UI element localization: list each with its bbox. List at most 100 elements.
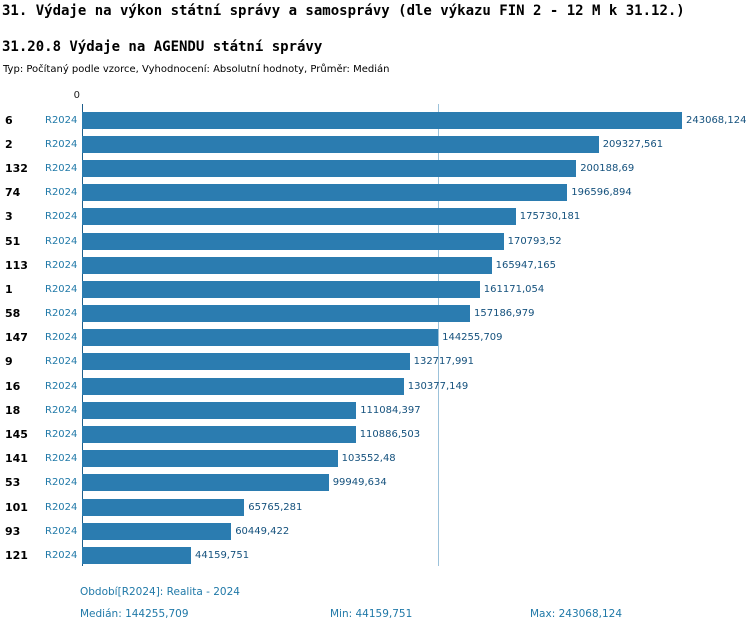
bar[interactable] xyxy=(82,159,577,177)
bar[interactable] xyxy=(82,232,504,250)
period-label: R2024 xyxy=(45,114,78,126)
period-label: R2024 xyxy=(45,549,78,561)
category-label: 121 xyxy=(5,548,28,562)
bar[interactable] xyxy=(82,329,439,347)
bar[interactable] xyxy=(82,135,599,153)
value-label: 157186,979 xyxy=(474,308,535,320)
bar[interactable] xyxy=(82,450,338,468)
bar-area: 144255,709 xyxy=(82,326,750,350)
period-label: R2024 xyxy=(45,380,78,392)
bar[interactable] xyxy=(82,426,356,444)
footer-period: Období[R2024]: Realita - 2024 xyxy=(80,586,240,598)
category-label: 6 xyxy=(5,113,13,127)
category-label: 132 xyxy=(5,161,28,175)
period-label: R2024 xyxy=(45,332,78,344)
bar[interactable] xyxy=(82,208,516,226)
bar-area: 175730,181 xyxy=(82,205,750,229)
section-title: 31.20.8 Výdaje na AGENDU státní správy xyxy=(2,39,323,55)
value-label: 99949,634 xyxy=(332,477,387,489)
bar[interactable] xyxy=(82,474,329,492)
category-label: 51 xyxy=(5,234,21,248)
category-label: 3 xyxy=(5,210,13,224)
bar-area: 165947,165 xyxy=(82,253,750,277)
value-label: 175730,181 xyxy=(519,211,581,223)
bar-area: 130377,149 xyxy=(82,374,750,398)
value-label: 200188,69 xyxy=(580,162,635,174)
bar[interactable] xyxy=(82,401,357,419)
bar[interactable] xyxy=(82,280,480,298)
bar-area: 44159,751 xyxy=(82,543,750,567)
category-label: 16 xyxy=(5,379,21,393)
axis-zero-label: 0 xyxy=(73,90,80,101)
bar[interactable] xyxy=(82,111,682,129)
chart-row: 1 R2024 161171,054 xyxy=(0,277,750,301)
report-title: 31. Výdaje na výkon státní správy a samo… xyxy=(2,3,685,19)
value-label: 165947,165 xyxy=(495,259,557,271)
period-label: R2024 xyxy=(45,235,78,247)
bar-area: 111084,397 xyxy=(82,398,750,422)
category-label: 147 xyxy=(5,331,28,345)
period-label: R2024 xyxy=(45,356,78,368)
period-label: R2024 xyxy=(45,138,78,150)
bar[interactable] xyxy=(82,353,410,371)
chart-row: 93 R2024 60449,422 xyxy=(0,519,750,543)
category-label: 141 xyxy=(5,452,28,466)
value-label: 196596,894 xyxy=(571,187,632,199)
chart-row: 3 R2024 175730,181 xyxy=(0,205,750,229)
bar-area: 200188,69 xyxy=(82,156,750,180)
bar-area: 157186,979 xyxy=(82,302,750,326)
bar-area: 209327,561 xyxy=(82,132,750,156)
chart-rows: 6 R2024 243068,124 2 R2024 209327,561 13… xyxy=(0,108,750,568)
value-label: 110886,503 xyxy=(359,429,421,441)
chart-row: 51 R2024 170793,52 xyxy=(0,229,750,253)
bar-area: 170793,52 xyxy=(82,229,750,253)
category-label: 145 xyxy=(5,428,28,442)
category-label: 18 xyxy=(5,403,21,417)
period-label: R2024 xyxy=(45,477,78,489)
bar[interactable] xyxy=(82,256,492,274)
category-label: 53 xyxy=(5,476,21,490)
median-line xyxy=(438,104,439,566)
bar[interactable] xyxy=(82,546,191,564)
value-label: 132717,991 xyxy=(413,356,475,368)
footer-max: Max: 243068,124 xyxy=(530,608,623,620)
period-label: R2024 xyxy=(45,162,78,174)
chart-row: 2 R2024 209327,561 xyxy=(0,132,750,156)
chart-row: 53 R2024 99949,634 xyxy=(0,471,750,495)
chart-row: 6 R2024 243068,124 xyxy=(0,108,750,132)
value-label: 103552,48 xyxy=(341,453,396,465)
period-label: R2024 xyxy=(45,283,78,295)
bar-area: 196596,894 xyxy=(82,181,750,205)
value-label: 144255,709 xyxy=(442,332,503,344)
value-label: 111084,397 xyxy=(360,404,421,416)
category-label: 74 xyxy=(5,186,21,200)
bar[interactable] xyxy=(82,522,232,540)
bar[interactable] xyxy=(82,184,568,202)
period-label: R2024 xyxy=(45,308,78,320)
bar-area: 110886,503 xyxy=(82,422,750,446)
value-label: 60449,422 xyxy=(235,525,290,537)
period-label: R2024 xyxy=(45,211,78,223)
bar-area: 99949,634 xyxy=(82,471,750,495)
period-label: R2024 xyxy=(45,453,78,465)
bar[interactable] xyxy=(82,305,470,323)
bar-area: 243068,124 xyxy=(82,108,750,132)
category-label: 93 xyxy=(5,524,21,538)
bar-area: 60449,422 xyxy=(82,519,750,543)
category-label: 101 xyxy=(5,500,28,514)
period-label: R2024 xyxy=(45,187,78,199)
category-label: 1 xyxy=(5,282,13,296)
bar[interactable] xyxy=(82,377,404,395)
chart-row: 141 R2024 103552,48 xyxy=(0,447,750,471)
chart-row: 145 R2024 110886,503 xyxy=(0,422,750,446)
value-label: 65765,281 xyxy=(248,501,303,513)
bar-area: 103552,48 xyxy=(82,447,750,471)
bar[interactable] xyxy=(82,498,245,516)
chart-row: 16 R2024 130377,149 xyxy=(0,374,750,398)
value-label: 161171,054 xyxy=(483,283,545,295)
chart-row: 132 R2024 200188,69 xyxy=(0,156,750,180)
chart-meta: Typ: Počítaný podle vzorce, Vyhodnocení:… xyxy=(3,64,390,75)
period-label: R2024 xyxy=(45,501,78,513)
value-label: 44159,751 xyxy=(195,549,250,561)
category-label: 113 xyxy=(5,258,28,272)
